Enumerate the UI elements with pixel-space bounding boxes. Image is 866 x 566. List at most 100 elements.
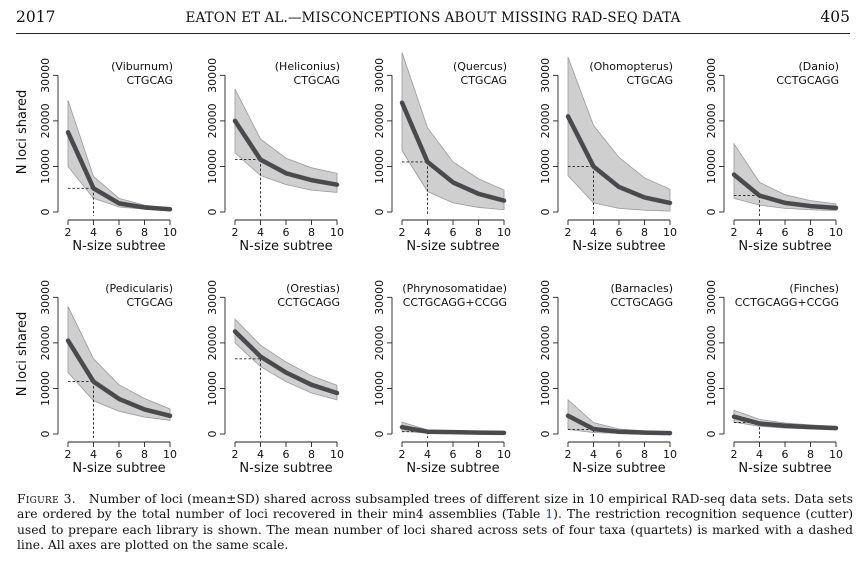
y-tick-label: 30000 — [539, 58, 552, 93]
y-tick-label: 10000 — [705, 371, 718, 406]
panel-cutter: CTGCAG — [294, 74, 340, 87]
sd-band — [567, 398, 671, 435]
x-axis-label: N-size subtree — [72, 461, 165, 476]
x-tick-label: 6 — [116, 226, 123, 239]
x-tick-label: 8 — [807, 226, 814, 239]
y-tick-label: 20000 — [206, 325, 219, 360]
y-tick-label: 20000 — [705, 103, 718, 138]
x-tick-label: 8 — [475, 448, 482, 461]
y-tick-label: 0 — [39, 431, 52, 438]
x-tick-label: 10 — [497, 226, 511, 239]
panel-taxon: (Viburnum) — [111, 60, 173, 73]
x-tick-label: 6 — [782, 226, 789, 239]
x-axis-label: N-size subtree — [738, 239, 831, 254]
x-tick-label: 6 — [283, 448, 290, 461]
panel-cutter: CTGCAG — [127, 74, 173, 87]
y-tick-label: 10000 — [539, 371, 552, 406]
panel-finches: 0 10000 20000 30000 2 4 6 8 10N-size subtree (Fin… — [705, 280, 843, 476]
x-tick-label: 6 — [782, 448, 789, 461]
mean-line — [399, 100, 507, 203]
y-tick-label: 0 — [39, 209, 52, 216]
y-tick-label: 0 — [373, 431, 386, 438]
x-tick-label: 4 — [257, 226, 264, 239]
x-tick-label: 10 — [663, 226, 677, 239]
x-tick-label: 6 — [450, 448, 457, 461]
sd-band — [67, 100, 171, 211]
x-tick-label: 8 — [641, 226, 648, 239]
panel-quercus: 0 10000 20000 30000 2 4 6 8 10N-size subtree (Que… — [373, 52, 511, 254]
x-tick-label: 10 — [163, 448, 177, 461]
x-axis-label: N-size subtree — [72, 239, 165, 254]
panel-pedicularis: 0 10000 20000 30000 2 4 6 8 10N-size subtree N lo… — [15, 280, 177, 476]
x-tick-label: 2 — [65, 448, 72, 461]
y-tick-label: 30000 — [39, 280, 52, 315]
table-reference-link[interactable]: 1 — [545, 507, 554, 522]
page-number: 405 — [820, 8, 850, 26]
y-tick-label: 0 — [373, 209, 386, 216]
year: 2017 — [16, 8, 56, 26]
x-tick-label: 2 — [731, 226, 738, 239]
x-tick-label: 8 — [308, 448, 315, 461]
x-tick-label: 2 — [232, 448, 239, 461]
running-title: EATON ET AL.—MISCONCEPTIONS ABOUT MISSIN… — [185, 10, 681, 26]
x-tick-label: 10 — [330, 448, 344, 461]
x-tick-label: 8 — [475, 226, 482, 239]
y-tick-label: 0 — [539, 209, 552, 216]
x-tick-label: 10 — [497, 448, 511, 461]
x-axis-label: N-size subtree — [572, 461, 665, 476]
y-tick-label: 30000 — [206, 58, 219, 93]
x-tick-label: 8 — [141, 448, 148, 461]
y-tick-label: 20000 — [539, 103, 552, 138]
panel-taxon: (Danio) — [798, 60, 839, 73]
x-tick-label: 2 — [232, 226, 239, 239]
panel-cutter: CCTGCAGG+CCGG — [403, 296, 507, 309]
caption-text-end: ). The restriction recognition sequence … — [17, 507, 853, 553]
panel-taxon: (Phrynosomatidae) — [402, 282, 507, 295]
y-tick-label: 30000 — [39, 58, 52, 93]
y-tick-label: 10000 — [206, 371, 219, 406]
panel-viburnum: 0 10000 20000 30000 2 4 6 8 10N-size subtree N lo… — [15, 58, 177, 254]
x-tick-label: 2 — [399, 226, 406, 239]
mean-line — [731, 414, 839, 431]
panel-cutter: CCTGCAGG+CCGG — [735, 296, 839, 309]
x-tick-label: 10 — [330, 226, 344, 239]
panel-taxon: (Barnacles) — [610, 282, 673, 295]
y-tick-label: 10000 — [373, 149, 386, 184]
panel-taxon: (Finches) — [789, 282, 839, 295]
y-tick-label: 20000 — [373, 103, 386, 138]
panel-cutter: CTGCAG — [627, 74, 673, 87]
panel-orestias: 0 10000 20000 30000 2 4 6 8 10N-size subtree (Ore… — [206, 280, 344, 476]
running-head: 2017 EATON ET AL.—MISCONCEPTIONS ABOUT M… — [16, 8, 850, 30]
panel-cutter: CTGCAG — [127, 296, 173, 309]
x-axis-label: N-size subtree — [738, 461, 831, 476]
x-tick-label: 4 — [90, 226, 97, 239]
panel-taxon: (Quercus) — [453, 60, 507, 73]
x-axis-label: N-size subtree — [239, 461, 332, 476]
x-tick-label: 10 — [163, 226, 177, 239]
y-tick-label: 20000 — [206, 103, 219, 138]
panel-barnacles: 0 10000 20000 30000 2 4 6 8 10N-size subtree (Bar… — [539, 280, 677, 476]
y-tick-label: 30000 — [373, 58, 386, 93]
x-tick-label: 2 — [565, 448, 572, 461]
x-tick-label: 10 — [829, 226, 843, 239]
mean-line — [565, 413, 673, 436]
x-axis-label: N-size subtree — [572, 239, 665, 254]
x-tick-label: 4 — [257, 448, 264, 461]
panel-phrynosomatidae: 0 10000 20000 30000 2 4 6 8 10N-size subtree (Phr… — [373, 280, 511, 476]
panel-cutter: CCTGCAGG — [776, 74, 839, 87]
x-tick-label: 6 — [616, 226, 623, 239]
sd-band — [234, 318, 338, 401]
y-tick-label: 10000 — [206, 149, 219, 184]
y-axis-label: N loci shared — [15, 312, 30, 397]
panel-taxon: (Orestias) — [286, 282, 340, 295]
y-tick-label: 30000 — [705, 58, 718, 93]
y-tick-label: 30000 — [539, 280, 552, 315]
x-tick-label: 10 — [663, 448, 677, 461]
x-tick-label: 6 — [450, 226, 457, 239]
y-tick-label: 0 — [705, 209, 718, 216]
x-tick-label: 4 — [756, 226, 763, 239]
x-tick-label: 4 — [424, 448, 431, 461]
x-tick-label: 4 — [590, 226, 597, 239]
x-tick-label: 8 — [641, 448, 648, 461]
